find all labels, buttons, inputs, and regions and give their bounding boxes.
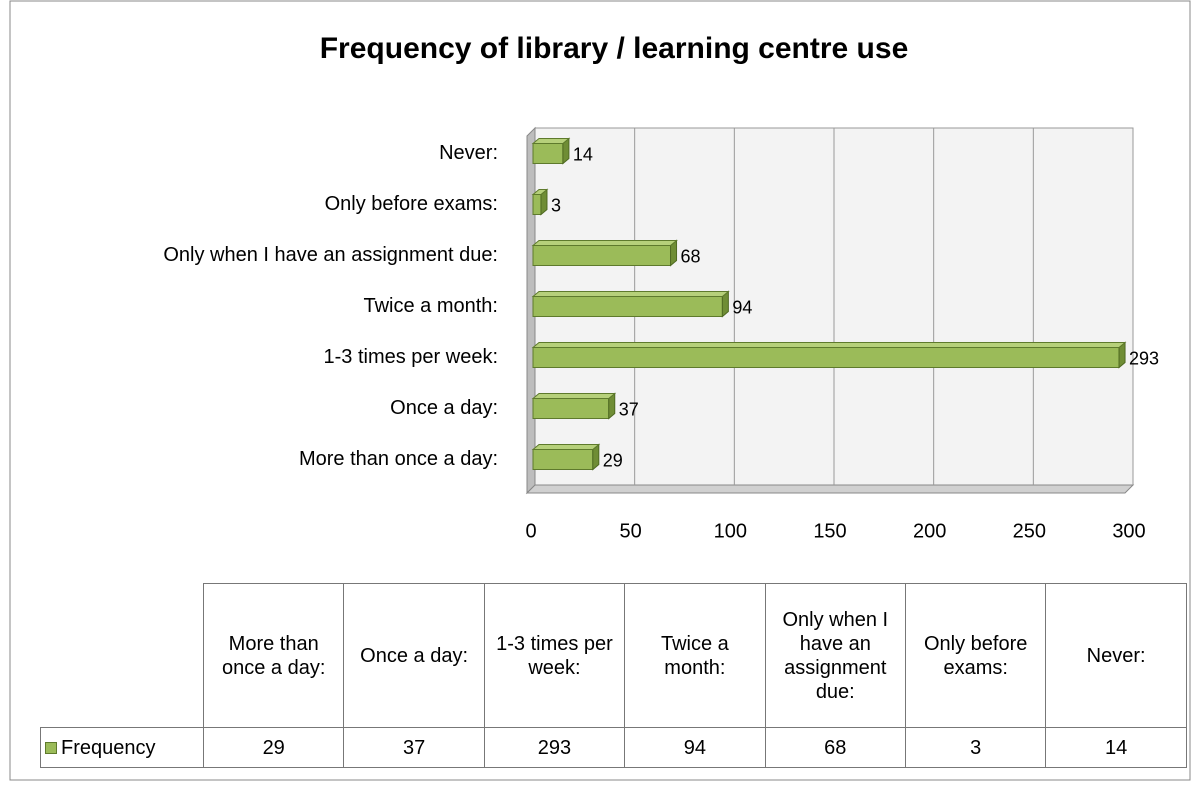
data-label: 68 (681, 246, 701, 266)
legend-label: Frequency (61, 736, 156, 759)
table-cell: 37 (343, 727, 485, 768)
y-tick-label: Only before exams: (325, 193, 498, 215)
chart-title: Frequency of library / learning centre u… (320, 32, 909, 65)
data-label: 3 (551, 195, 561, 215)
y-tick-label: 1-3 times per week: (323, 346, 498, 368)
bar (532, 449, 594, 470)
data-label: 14 (573, 144, 593, 164)
data-label: 94 (732, 297, 752, 317)
x-tick-label: 100 (714, 520, 747, 542)
chart-border (9, 0, 1191, 781)
table-header: 1-3 times per week: (483, 583, 626, 728)
table-header: More than once a day: (203, 583, 345, 728)
bar-top (531, 342, 1127, 348)
bar (532, 143, 564, 164)
bar-top (531, 444, 601, 450)
bar (532, 245, 672, 266)
table-header: Never: (1045, 583, 1187, 728)
bar-top (531, 393, 617, 399)
y-tick-label: Never: (439, 142, 498, 164)
table-legend: Frequency (40, 727, 204, 768)
bar (532, 347, 1120, 368)
table-cell: 68 (764, 727, 906, 768)
table-cell: 29 (203, 727, 345, 768)
data-label: 37 (619, 399, 639, 419)
bar (532, 194, 542, 215)
x-tick-label: 50 (620, 520, 642, 542)
table-cell: 14 (1045, 727, 1187, 768)
table-cell: 94 (624, 727, 766, 768)
y-tick-label: Twice a month: (363, 295, 498, 317)
bar (532, 398, 610, 419)
table-cell: 293 (483, 727, 626, 768)
data-label: 293 (1129, 348, 1159, 368)
x-tick-label: 0 (525, 520, 536, 542)
bar-top (531, 240, 678, 246)
x-tick-label: 150 (813, 520, 846, 542)
floor (525, 484, 1135, 494)
y-tick-label: Once a day: (390, 397, 498, 419)
y-tick-label: Only when I have an assignment due: (163, 244, 498, 266)
x-tick-label: 250 (1013, 520, 1046, 542)
bar-top (531, 189, 549, 195)
table-cell: 3 (905, 727, 1047, 768)
legend-key (45, 741, 57, 754)
bar-top (531, 291, 730, 297)
table-header: Only before exams: (905, 583, 1047, 728)
x-tick-label: 300 (1112, 520, 1145, 542)
table-header: Once a day: (343, 583, 485, 728)
data-label: 29 (603, 450, 623, 470)
table-header: Twice a month: (624, 583, 766, 728)
bar-top (531, 138, 571, 144)
table-header: Only when I have an assignment due: (764, 583, 906, 728)
y-tick-label: More than once a day: (299, 448, 498, 470)
x-tick-label: 200 (913, 520, 946, 542)
bar (532, 296, 723, 317)
